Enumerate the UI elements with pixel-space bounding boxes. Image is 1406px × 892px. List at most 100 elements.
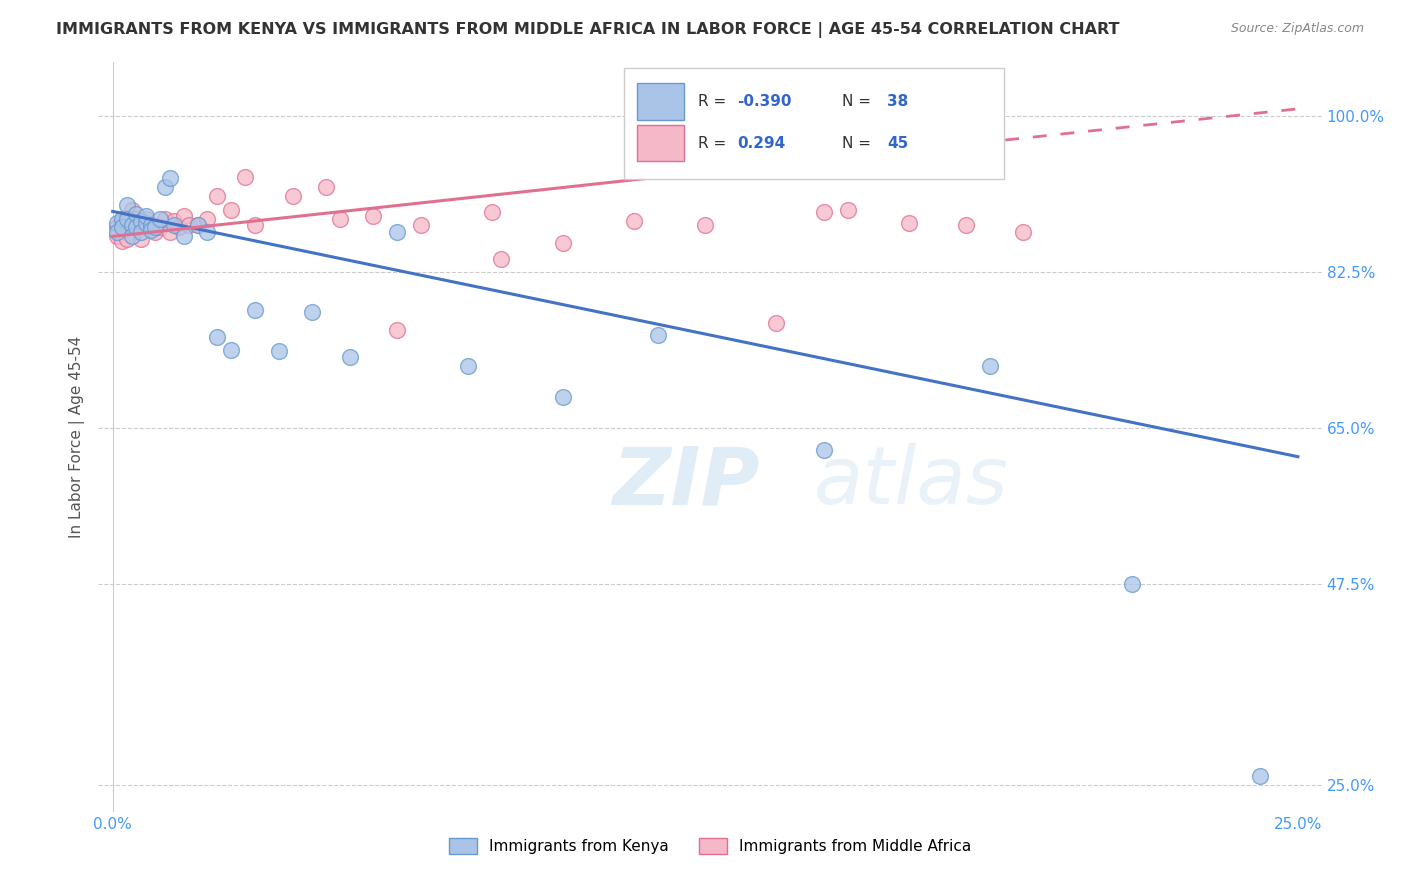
Point	[115, 232, 138, 246]
Point	[647, 327, 669, 342]
Point	[105, 216, 128, 230]
Point	[1121, 577, 1143, 591]
Point	[167, 220, 190, 235]
Point	[111, 216, 134, 230]
Point	[955, 218, 977, 232]
Point	[315, 180, 337, 194]
Point	[149, 220, 172, 235]
Text: atlas: atlas	[814, 443, 1008, 521]
Point	[143, 225, 166, 239]
Point	[115, 198, 138, 212]
Text: IMMIGRANTS FROM KENYA VS IMMIGRANTS FROM MIDDLE AFRICA IN LABOR FORCE | AGE 45-5: IMMIGRANTS FROM KENYA VS IMMIGRANTS FROM…	[56, 22, 1119, 38]
Text: ZIP: ZIP	[612, 443, 759, 521]
FancyBboxPatch shape	[624, 68, 1004, 178]
Text: 38: 38	[887, 94, 908, 109]
Point	[159, 225, 181, 239]
Point	[125, 220, 148, 235]
Point	[125, 220, 148, 235]
Point	[243, 218, 266, 232]
Point	[197, 225, 219, 239]
Point	[129, 220, 152, 235]
Point	[491, 252, 513, 266]
Point	[159, 171, 181, 186]
Point	[385, 323, 408, 337]
Point	[139, 218, 162, 232]
Point	[219, 343, 242, 357]
Point	[813, 205, 835, 219]
Point	[1012, 225, 1035, 239]
Text: 0.294: 0.294	[737, 136, 785, 151]
Point	[177, 218, 200, 232]
Point	[173, 209, 195, 223]
Point	[205, 189, 228, 203]
Point	[409, 218, 432, 232]
Point	[135, 211, 157, 226]
Point	[695, 218, 717, 232]
Point	[153, 211, 176, 226]
Point	[139, 223, 162, 237]
Point	[115, 211, 138, 226]
Point	[765, 316, 787, 330]
Point	[385, 225, 408, 239]
Point	[135, 216, 157, 230]
Point	[187, 218, 209, 232]
Point	[129, 225, 152, 239]
Point	[111, 211, 134, 226]
Point	[267, 344, 290, 359]
Point	[363, 209, 385, 223]
Point	[111, 234, 134, 248]
Point	[623, 214, 645, 228]
Text: N =: N =	[842, 136, 876, 151]
Point	[301, 305, 323, 319]
Point	[979, 359, 1001, 373]
Text: 45: 45	[887, 136, 908, 151]
Point	[121, 218, 143, 232]
Point	[329, 211, 352, 226]
Point	[205, 330, 228, 344]
Point	[339, 350, 361, 364]
Point	[105, 225, 128, 239]
Text: N =: N =	[842, 94, 876, 109]
FancyBboxPatch shape	[637, 84, 685, 120]
Text: R =: R =	[697, 136, 735, 151]
Point	[121, 202, 143, 217]
Point	[551, 390, 574, 404]
Point	[163, 218, 186, 232]
Point	[105, 220, 128, 235]
Point	[129, 214, 152, 228]
Point	[837, 202, 859, 217]
Point	[163, 214, 186, 228]
Point	[121, 229, 143, 244]
Point	[149, 211, 172, 226]
Point	[898, 216, 921, 230]
Point	[143, 219, 166, 234]
Text: R =: R =	[697, 94, 731, 109]
Point	[551, 235, 574, 250]
Point	[1249, 769, 1271, 783]
Point	[121, 218, 143, 232]
FancyBboxPatch shape	[637, 125, 685, 161]
Point	[125, 211, 148, 226]
Point	[197, 211, 219, 226]
Point	[115, 220, 138, 235]
Point	[481, 205, 503, 219]
Point	[457, 359, 479, 373]
Legend: Immigrants from Kenya, Immigrants from Middle Africa: Immigrants from Kenya, Immigrants from M…	[443, 832, 977, 860]
Point	[243, 303, 266, 318]
Point	[813, 443, 835, 458]
Point	[129, 232, 152, 246]
Point	[187, 218, 209, 232]
Point	[105, 229, 128, 244]
Point	[139, 218, 162, 232]
Text: -0.390: -0.390	[737, 94, 792, 109]
Point	[135, 209, 157, 223]
Point	[111, 220, 134, 235]
Point	[173, 229, 195, 244]
Point	[153, 180, 176, 194]
Point	[235, 169, 257, 184]
Y-axis label: In Labor Force | Age 45-54: In Labor Force | Age 45-54	[69, 336, 84, 538]
Text: Source: ZipAtlas.com: Source: ZipAtlas.com	[1230, 22, 1364, 36]
Point	[219, 202, 242, 217]
Point	[281, 189, 304, 203]
Point	[125, 207, 148, 221]
